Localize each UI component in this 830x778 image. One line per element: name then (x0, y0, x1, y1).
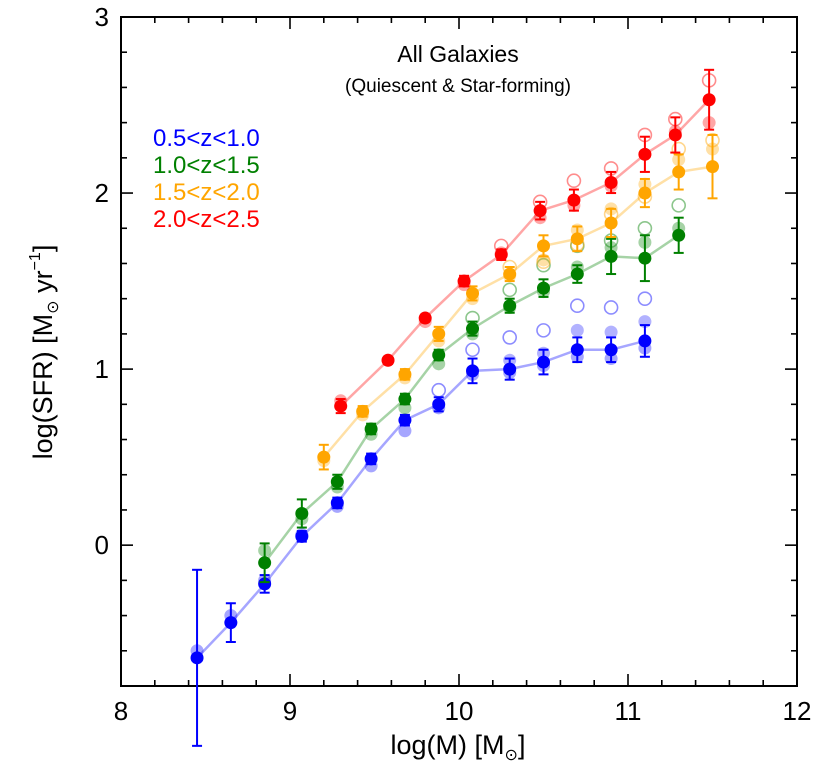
x-tick-label: 9 (283, 696, 297, 726)
x-tick-label: 12 (783, 696, 812, 726)
open-point (566, 173, 582, 189)
data-point (398, 367, 412, 381)
data-point (672, 165, 686, 179)
data-point (466, 322, 480, 336)
series-3 (317, 132, 720, 471)
faint-point (604, 325, 618, 339)
y-tick-label: 2 (95, 178, 109, 208)
data-point (604, 343, 618, 357)
plot-frame (120, 16, 798, 687)
data-point (432, 327, 446, 341)
data-point (432, 348, 446, 362)
data-point (356, 404, 370, 418)
legend: 0.5<z<1.01.0<z<1.51.5<z<2.02.0<z<2.5 (153, 125, 260, 233)
data-point (570, 343, 584, 357)
faint-point (570, 323, 584, 337)
open-point (637, 220, 653, 236)
data-point (668, 128, 682, 142)
data-point (317, 450, 331, 464)
data-point (258, 556, 272, 570)
open-point (671, 198, 687, 213)
data-point (537, 239, 550, 253)
data-point (604, 249, 618, 263)
open-point (536, 323, 551, 338)
open-point (603, 300, 619, 315)
y-tick-label: 3 (95, 2, 109, 32)
open-point (502, 282, 518, 298)
legend-entry: 1.0<z<1.5 (153, 152, 260, 179)
series-4 (334, 68, 717, 415)
open-point (465, 342, 480, 358)
data-point (330, 475, 344, 489)
data-point (638, 186, 652, 200)
data-point (258, 577, 272, 591)
chart-title: All Galaxies (397, 41, 518, 67)
data-point (638, 251, 652, 265)
x-axis-title: log(M) [M⊙] (391, 730, 526, 764)
data-point (604, 175, 618, 189)
data-point (570, 232, 584, 246)
series-layer (190, 68, 720, 747)
data-point (224, 616, 238, 630)
data-point (503, 267, 517, 281)
data-point (503, 362, 517, 376)
y-tick-label: 1 (95, 354, 109, 384)
open-point (637, 291, 653, 306)
y-tick-label: 0 (95, 530, 109, 560)
data-point (533, 204, 547, 218)
data-point (398, 413, 412, 427)
data-point (638, 147, 652, 161)
data-point (638, 334, 652, 348)
data-point (567, 193, 581, 207)
data-point (702, 93, 716, 107)
series-line (196, 339, 646, 659)
y-axis-title: log(SFR) [M⊙ yr−1] (27, 245, 62, 460)
series-line (322, 165, 713, 458)
series-1 (190, 291, 653, 747)
data-point (364, 452, 378, 466)
legend-entry: 0.5<z<1.0 (153, 125, 260, 152)
data-point (381, 353, 395, 367)
open-point (569, 298, 585, 314)
data-point (364, 422, 378, 436)
data-point (432, 397, 446, 411)
data-point (706, 160, 719, 174)
x-tick-label: 11 (615, 696, 642, 726)
open-point (431, 382, 447, 398)
x-tick-label: 8 (114, 696, 128, 726)
data-point (672, 228, 686, 242)
data-point (295, 529, 309, 543)
data-point (418, 311, 432, 325)
data-point (494, 248, 508, 262)
chart-subtitle: (Quiescent & Star-forming) (345, 76, 571, 97)
data-point (330, 496, 344, 510)
legend-entry: 2.0<z<2.5 (153, 206, 260, 233)
data-point (295, 506, 309, 520)
data-point (537, 281, 550, 295)
data-point (604, 216, 618, 230)
data-point (537, 355, 550, 369)
x-tick-label: 10 (445, 696, 474, 726)
axis-ticks (120, 16, 798, 687)
data-point (466, 286, 480, 300)
data-point (466, 364, 480, 378)
open-point (536, 257, 551, 273)
data-point (503, 299, 517, 313)
data-point (457, 274, 471, 288)
legend-entry: 1.5<z<2.0 (153, 179, 260, 206)
faint-point (398, 424, 412, 438)
open-point (502, 330, 518, 345)
series-2 (258, 198, 687, 584)
x-tick-labels: 8 9 10 11 12 (114, 696, 812, 726)
y-tick-labels: 0 1 2 3 (95, 2, 109, 560)
data-point (334, 399, 348, 413)
data-point (398, 392, 412, 406)
data-point (570, 267, 584, 281)
data-point (190, 651, 204, 665)
